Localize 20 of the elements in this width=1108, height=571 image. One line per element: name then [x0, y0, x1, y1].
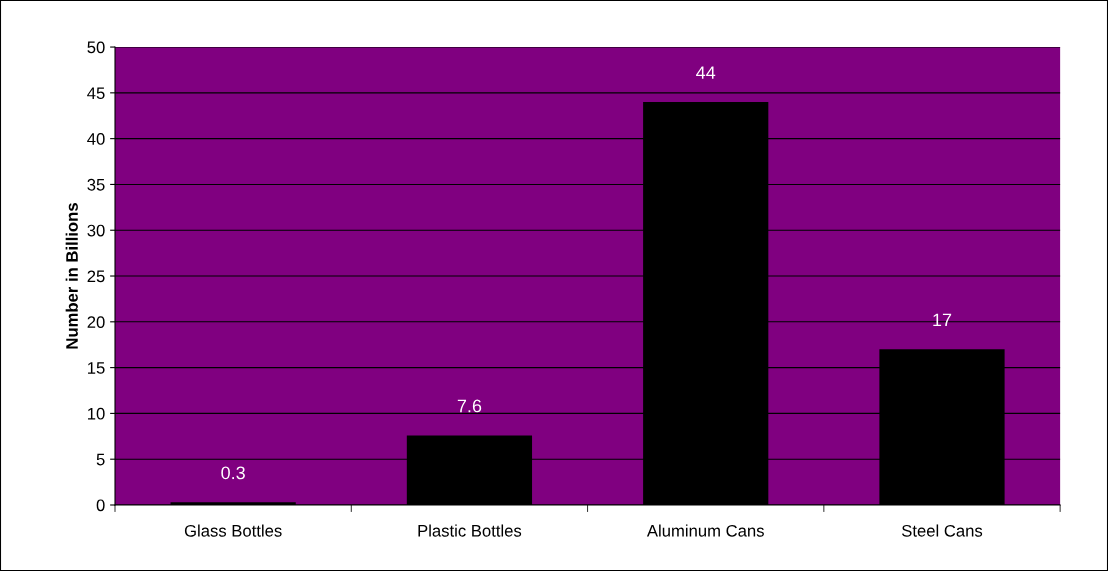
x-tick-label: Plastic Bottles [418, 524, 522, 537]
x-tick-label: Aluminum Cans [646, 524, 764, 537]
y-tick-label: 0 [96, 499, 105, 512]
y-tick-label: 25 [87, 270, 105, 283]
y-tick-label: 15 [88, 362, 105, 374]
data-label: 0.3 [221, 466, 245, 480]
y-tick-label: 10 [88, 407, 105, 420]
x-tick-label: Glass Bottles [184, 524, 282, 537]
y-tick-label: 20 [87, 316, 105, 329]
y-tick-label: 5 [96, 453, 105, 466]
x-tick-label: Steel Cans [901, 524, 983, 537]
y-tick-label: 30 [87, 224, 105, 237]
y-tick-label: 35 [87, 178, 105, 191]
y-tick-label: 50 [87, 41, 105, 54]
data-label: 7.6 [457, 399, 482, 413]
y-tick-label: 40 [87, 133, 105, 145]
data-label: 17 [933, 313, 952, 327]
data-label: 44 [696, 66, 716, 79]
y-axis-title: Number in Billions [65, 203, 78, 349]
y-tick-label: 45 [87, 87, 105, 100]
